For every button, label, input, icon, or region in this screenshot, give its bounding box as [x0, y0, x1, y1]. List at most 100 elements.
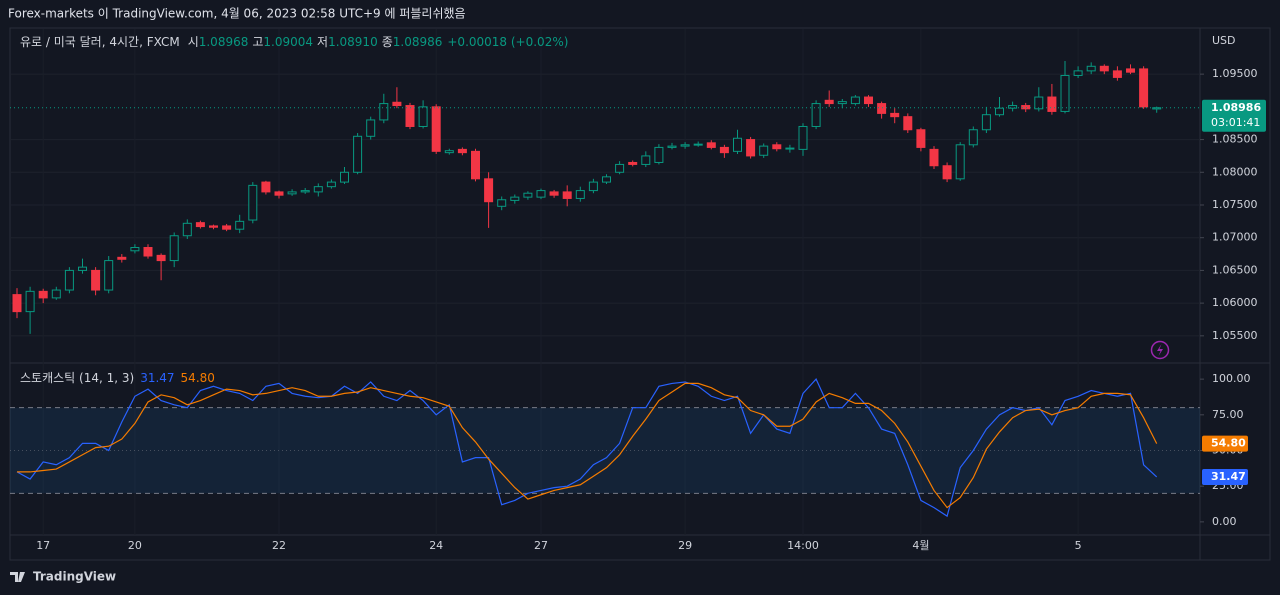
y-tick-label: 100.00: [1212, 372, 1251, 385]
x-tick-label: 20: [128, 539, 142, 552]
value-box-label: 54.80: [1211, 437, 1246, 450]
indicator-value: 54.80: [181, 371, 215, 385]
candle-body: [12, 294, 22, 313]
candle-body: [444, 150, 454, 154]
footer-logo: [10, 572, 25, 582]
candle-body: [392, 101, 402, 107]
frame: [9, 27, 1271, 561]
x-tick-label: 24: [429, 539, 443, 552]
candle-body: [942, 165, 952, 180]
candle-body: [457, 148, 467, 154]
candle-body: [156, 254, 166, 262]
y-tick-label: 1.08000: [1212, 165, 1258, 178]
candle-body: [706, 142, 716, 148]
candle-body: [785, 147, 795, 150]
x-tick-label: 22: [272, 539, 286, 552]
candle-body: [1126, 68, 1135, 73]
candle-body: [746, 139, 756, 157]
candle-body: [497, 199, 507, 207]
indicator-value: 31.47: [140, 371, 174, 385]
candle-body: [51, 289, 61, 299]
candle-body: [1139, 68, 1149, 108]
x-tick-label: 5: [1075, 539, 1082, 552]
brand: TradingView: [33, 570, 116, 584]
page-title: Forex-markets 이 TradingView.com, 4월 06, …: [8, 7, 466, 21]
candle-body: [274, 191, 284, 196]
y-tick-label: 1.08500: [1212, 133, 1258, 146]
candle-body: [1112, 70, 1122, 78]
candle-body: [615, 163, 625, 173]
candle-body: [78, 266, 87, 271]
candle-body: [104, 260, 114, 291]
candle-body: [995, 107, 1004, 116]
y-tick-label: 1.06000: [1212, 296, 1258, 309]
candle-body: [64, 269, 74, 291]
candle-body: [523, 192, 533, 198]
change: +0.00018 (+0.02%): [447, 35, 568, 49]
candle-body: [1073, 70, 1083, 76]
candle-body: [1152, 107, 1162, 110]
alert-bolt[interactable]: [1157, 344, 1163, 356]
candle-body: [195, 222, 205, 228]
y-tick-label: 1.06500: [1212, 263, 1258, 276]
candle-body: [824, 99, 834, 105]
candle-body: [38, 290, 48, 299]
candle-body: [300, 190, 310, 193]
candle-body: [366, 119, 376, 137]
x-tick-label: 17: [36, 539, 50, 552]
candle-body: [719, 146, 729, 154]
candle-body: [877, 103, 887, 114]
candle-body: [353, 135, 363, 173]
candle-body: [484, 178, 494, 203]
legend-key: 고: [252, 35, 263, 49]
candle-body: [759, 145, 769, 156]
candle-body: [313, 186, 323, 193]
candle-body: [837, 101, 847, 105]
alert-icon[interactable]: [1150, 340, 1170, 360]
candle-body: [536, 190, 546, 198]
legend-value: 1.08910: [328, 35, 378, 49]
alert-circle[interactable]: [1150, 340, 1170, 360]
header-bar: [0, 0, 1280, 28]
value-box: [1202, 468, 1248, 485]
last-price-label: 1.08986: [1211, 101, 1261, 114]
y-tick-label: 1.05500: [1212, 329, 1258, 342]
candle-body: [981, 114, 991, 131]
last-price-box: [1202, 99, 1266, 132]
candle-body: [209, 225, 218, 228]
symbol: 유로 / 미국 달러, 4시간, FXCM: [20, 35, 180, 49]
candle-body: [916, 129, 926, 148]
stochastic-line: [17, 382, 1158, 509]
candle-body: [431, 106, 441, 152]
y-tick-label: 1.09500: [1212, 67, 1258, 80]
candle-body: [405, 105, 415, 127]
legend-value: 1.08968: [199, 35, 249, 49]
candle-body: [91, 269, 101, 291]
candle-body: [1060, 74, 1070, 112]
candle-body: [968, 129, 978, 146]
candle-body: [772, 144, 782, 150]
candle-body: [588, 181, 598, 192]
value-box: [1202, 435, 1248, 452]
candle-body: [143, 247, 153, 257]
candle-body: [1099, 65, 1109, 72]
y-tick-label: 1.07500: [1212, 198, 1258, 211]
candle-body: [418, 106, 428, 127]
band-fill: [10, 407, 1200, 494]
candle-body: [602, 176, 611, 183]
candle-body: [654, 146, 664, 163]
candle-body: [117, 256, 127, 260]
candle-body: [929, 148, 939, 167]
candle-body: [811, 103, 821, 127]
candle-body: [379, 103, 389, 121]
x-tick-label: 27: [534, 539, 548, 552]
candle-body: [680, 144, 690, 147]
candle-body: [1034, 96, 1044, 110]
candle-body: [222, 225, 232, 230]
indicator-legend: 스토캐스틱 (14, 1, 3) 31.47 54.80: [20, 371, 215, 385]
candle-body: [326, 181, 336, 188]
candle-body: [25, 290, 35, 313]
x-tick-label: 4월: [912, 539, 929, 552]
